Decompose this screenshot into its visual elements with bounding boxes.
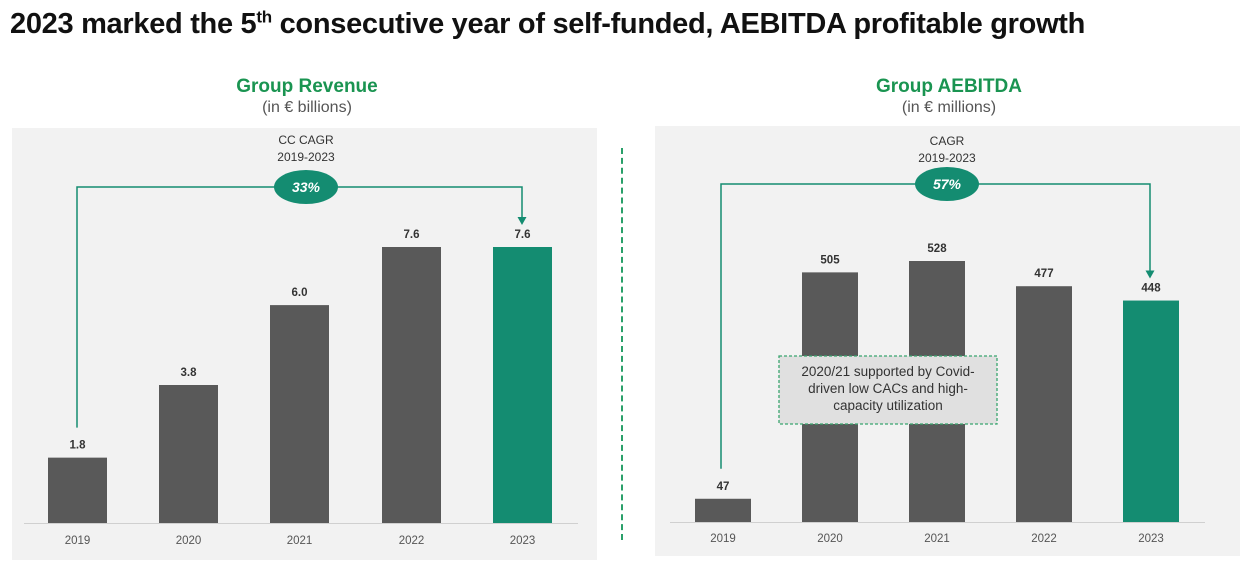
aebitda-cagr-value: 57% <box>933 176 962 192</box>
aebitda-value-label: 528 <box>927 243 947 255</box>
aebitda-value-label: 505 <box>820 254 840 266</box>
revenue-value-label: 1.8 <box>70 440 87 452</box>
aebitda-annotation-line: driven low CACs and high- <box>808 381 968 396</box>
revenue-cagr-arrowhead <box>517 217 527 225</box>
revenue-value-label: 7.6 <box>515 229 531 241</box>
revenue-value-label: 6.0 <box>292 287 308 299</box>
aebitda-chart-subtitle: (in € millions) <box>901 99 997 116</box>
aebitda-bar-2022 <box>1016 286 1072 522</box>
revenue-tick-label: 2023 <box>510 535 536 547</box>
revenue-cagr-oval <box>274 170 338 204</box>
revenue-cagr-period: 2019-2023 <box>277 150 335 164</box>
aebitda-cagr-oval <box>915 167 979 201</box>
revenue-bar-2022 <box>382 247 441 523</box>
aebitda-tick-label: 2022 <box>1031 533 1057 545</box>
aebitda-cagr-period: 2019-2023 <box>918 151 976 165</box>
aebitda-annotation-line: 2020/21 supported by Covid- <box>801 364 974 379</box>
page-title: 2023 marked the 5th consecutive year of … <box>10 7 1086 40</box>
revenue-cagr-bracket: 33% CC CAGR 2019-2023 <box>76 133 527 428</box>
title-superscript: th <box>256 7 272 27</box>
aebitda-annotation-line: capacity utilization <box>833 398 943 413</box>
revenue-tick-label: 2020 <box>176 535 202 547</box>
aebitda-tick-label: 2021 <box>924 533 950 545</box>
revenue-chart-subtitle: (in € billions) <box>262 99 352 116</box>
panel-divider <box>621 148 623 540</box>
aebitda-value-label: 448 <box>1141 283 1161 295</box>
aebitda-chart-header: Group AEBITDA (in € millions) <box>749 75 1149 118</box>
revenue-bar-2023 <box>493 247 552 523</box>
revenue-tick-label: 2021 <box>287 535 313 547</box>
revenue-tick-label: 2022 <box>399 535 425 547</box>
aebitda-annotation-box <box>778 355 998 425</box>
aebitda-value-label: 47 <box>717 481 730 493</box>
aebitda-value-label: 477 <box>1034 268 1053 280</box>
aebitda-chart: 47 2019 505 2020 528 2021 477 2022 448 2023 57% CAG… <box>655 126 1240 556</box>
aebitda-cagr-arrowhead <box>1145 270 1155 279</box>
revenue-value-label: 7.6 <box>404 229 420 241</box>
aebitda-annotation: 2020/21 supported by Covid-driven low CA… <box>778 355 998 425</box>
revenue-bar-2021 <box>270 305 329 523</box>
revenue-value-label: 3.8 <box>181 367 198 379</box>
aebitda-tick-label: 2020 <box>817 533 843 545</box>
revenue-bar-2019 <box>48 457 107 523</box>
aebitda-tick-label: 2019 <box>710 533 736 545</box>
revenue-tick-label: 2019 <box>65 535 91 547</box>
aebitda-chart-title: Group AEBITDA <box>875 76 1022 97</box>
aebitda-cagr-label: CAGR <box>930 134 965 148</box>
revenue-chart-title: Group Revenue <box>236 76 378 97</box>
aebitda-tick-label: 2023 <box>1138 533 1164 545</box>
aebitda-bar-2023 <box>1123 300 1179 522</box>
revenue-chart: 1.8 2019 3.8 2020 6.0 2021 7.6 2022 7.6 2023 33% CC… <box>12 128 597 560</box>
revenue-chart-header: Group Revenue (in € billions) <box>107 75 507 118</box>
revenue-cagr-label: CC CAGR <box>278 133 334 147</box>
revenue-bar-2020 <box>159 385 218 523</box>
aebitda-bar-2019 <box>695 498 751 522</box>
aebitda-cagr-bracket: 57% CAGR 2019-2023 <box>720 134 1155 469</box>
revenue-cagr-value: 33% <box>292 179 321 195</box>
